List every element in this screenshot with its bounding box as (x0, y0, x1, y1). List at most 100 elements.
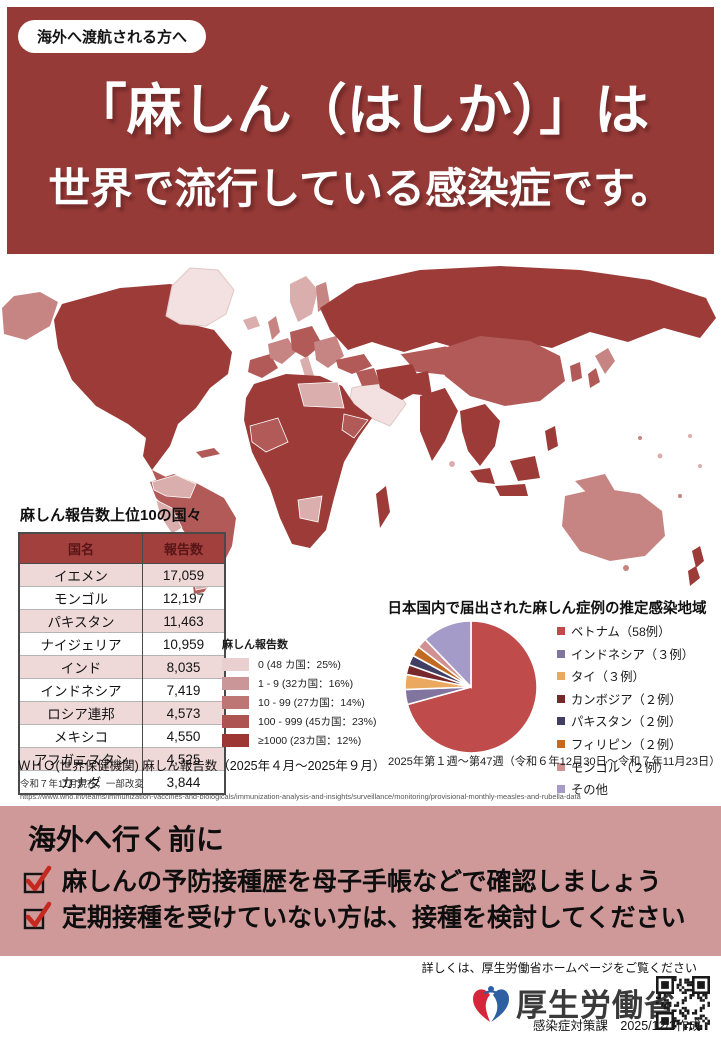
checkbox-icon (23, 865, 52, 894)
count-cell: 12,197 (142, 586, 226, 610)
count-cell: 17,059 (142, 563, 226, 587)
map-europe (248, 276, 344, 380)
source-url: https://www.who.int/teams/immunization-v… (20, 792, 581, 801)
table-row: アフガニスタン 4,525 (18, 747, 226, 771)
checklist-item: 麻しんの予防接種歴を母子手帳などで確認しましょう (22, 862, 662, 898)
table-row: メキシコ 4,550 (18, 724, 226, 748)
table-title: 麻しん報告数上位10の国々 (20, 507, 202, 524)
pie-legend-item: ベトナム（58例） (557, 622, 694, 640)
count-cell: 4,573 (142, 701, 226, 725)
map-legend-item: ≥1000 (23カ国：12%) (222, 733, 394, 748)
footer-note: 詳しくは、厚生労働省ホームページをご覧ください (421, 961, 697, 975)
legend-label: パキスタン（２例） (571, 715, 682, 730)
pie-legend-item: パキスタン（２例） (557, 712, 694, 730)
pie-legend-item: インドネシア（３例） (557, 645, 694, 663)
poster-title-line2: 世界で流行している感染症です。 (48, 165, 673, 212)
poster-title-line1: 「麻しん（はしか）」は (71, 79, 650, 141)
advice-band: 海外へ行く前に 麻しんの予防接種歴を母子手帳などで確認しましょう 定期接種を受け… (0, 806, 721, 956)
country-cell: アフガニスタン (18, 747, 143, 771)
legend-swatch (222, 734, 249, 747)
legend-label: ベトナム（58例） (571, 625, 671, 639)
legend-swatch (557, 672, 565, 681)
country-cell: メキシコ (18, 724, 143, 748)
map-legend-item: 100 - 999 (45カ国：23%) (222, 714, 394, 729)
table-row: ナイジェリア 10,959 (18, 632, 226, 656)
country-cell: パキスタン (18, 609, 143, 633)
table-row: インドネシア 7,419 (18, 678, 226, 702)
count-cell: 8,035 (142, 655, 226, 679)
top10-table: 国名 報告数 イエメン 17,059 モンゴル 12,197 パキスタン 11,463… (18, 532, 226, 795)
count-cell: 4,525 (142, 747, 226, 771)
table-row: カナダ 3,844 (18, 770, 226, 794)
country-cell: インド (18, 655, 143, 679)
legend-swatch (222, 658, 249, 671)
map-middle-east (336, 354, 424, 427)
legend-label: 1 - 9 (32カ国：16%) (258, 678, 354, 690)
legend-label: タイ（３例） (571, 670, 645, 685)
legend-swatch (557, 785, 565, 794)
mhlw-logo-icon (473, 985, 509, 1022)
mhlw-logo-row: 厚生労働省 (470, 980, 676, 1025)
pie-caption: 2025年第１週～第47週（令和６年12月30日～令和７年11月23日） (388, 756, 721, 768)
count-cell: 7,419 (142, 678, 226, 702)
checklist-text: 麻しんの予防接種歴を母子手帳などで確認しましょう (62, 868, 662, 896)
pie-legend-item: カンボジア（２例） (557, 690, 694, 708)
legend-label: モンゴル（２例） (571, 760, 670, 775)
qr-code (656, 976, 710, 1030)
checklist-text: 定期接種を受けていない方は、接種を検討してください (62, 904, 686, 932)
dept-date-line: 感染症対策課 2025/12/3作成 (532, 1019, 701, 1033)
travel-badge: 海外へ渡航される方へ (18, 20, 207, 53)
pie-legend: ベトナム（58例） インドネシア（３例） タイ（３例） カンボジア（２例） パキ… (557, 622, 694, 803)
legend-label: 0 (48 カ国：25%) (258, 659, 341, 671)
top10-table-block: 麻しん報告数上位10の国々 国名 報告数 イエメン 17,059 モンゴル 12,1… (18, 504, 226, 795)
pie-legend-item: その他 (557, 780, 694, 798)
legend-swatch (222, 696, 249, 709)
country-cell: カナダ (18, 770, 143, 794)
advice-title: 海外へ行く前に (28, 824, 225, 855)
who-source-line: ＷＨＯ(世界保健機関) 麻しん報告数（2025年４月～2025年９月） (18, 759, 386, 773)
checklist-item: 定期接種を受けていない方は、接種を検討してください (22, 898, 686, 934)
legend-swatch (557, 762, 565, 771)
legend-label: ≥1000 (23カ国：12%) (258, 735, 362, 747)
country-cell: ロシア連邦 (18, 701, 143, 725)
map-legend-item: 0 (48 カ国：25%) (222, 657, 394, 672)
legend-swatch (557, 694, 565, 703)
map-legend: 麻しん報告数 0 (48 カ国：25%) 1 - 9 (32カ国：16%) 10… (222, 636, 394, 752)
pie-chart-title: 日本国内で届出された麻しん症例の推定感染地域 (387, 601, 707, 617)
pie-legend-item: モンゴル（２例） (557, 758, 694, 776)
count-cell: 11,463 (142, 609, 226, 633)
legend-label: 100 - 999 (45カ国：23%) (258, 716, 377, 728)
count-cell: 10,959 (142, 632, 226, 656)
legend-label: インドネシア（３例） (571, 647, 694, 662)
col-header-count: 報告数 (142, 532, 226, 564)
map-greenland (165, 267, 260, 330)
pie-legend-item: フィリピン（２例） (557, 735, 694, 753)
country-cell: インドネシア (18, 678, 143, 702)
pie-legend-item: タイ（３例） (557, 667, 694, 685)
country-cell: モンゴル (18, 586, 143, 610)
country-cell: ナイジェリア (18, 632, 143, 656)
legend-label: フィリピン（２例） (571, 737, 682, 752)
legend-swatch (222, 715, 249, 728)
map-southeast-asia-oceania (460, 404, 704, 586)
table-row: ロシア連邦 4,573 (18, 701, 226, 725)
legend-swatch (557, 717, 565, 726)
table-row: モンゴル 12,197 (18, 586, 226, 610)
table-row: イエメン 17,059 (18, 563, 226, 587)
table-header-row: 国名 報告数 (18, 532, 226, 564)
table-row: パキスタン 11,463 (18, 609, 226, 633)
pie-chart (404, 620, 538, 754)
legend-label: 10 - 99 (27カ国：14%) (258, 697, 365, 709)
map-africa (244, 374, 390, 548)
legend-swatch (222, 677, 249, 690)
table-row: インド 8,035 (18, 655, 226, 679)
count-cell: 4,550 (142, 724, 226, 748)
legend-swatch (557, 627, 565, 635)
map-legend-title: 麻しん報告数 (222, 639, 288, 651)
legend-label: カンボジア（２例） (571, 692, 682, 707)
country-cell: イエメン (18, 563, 143, 587)
checkbox-icon (23, 901, 52, 930)
col-header-country: 国名 (18, 532, 143, 564)
poster-header: 海外へ渡航される方へ 「麻しん（はしか）」は 世界で流行している感染症です。 (7, 7, 714, 254)
map-russia-asia (320, 266, 716, 467)
